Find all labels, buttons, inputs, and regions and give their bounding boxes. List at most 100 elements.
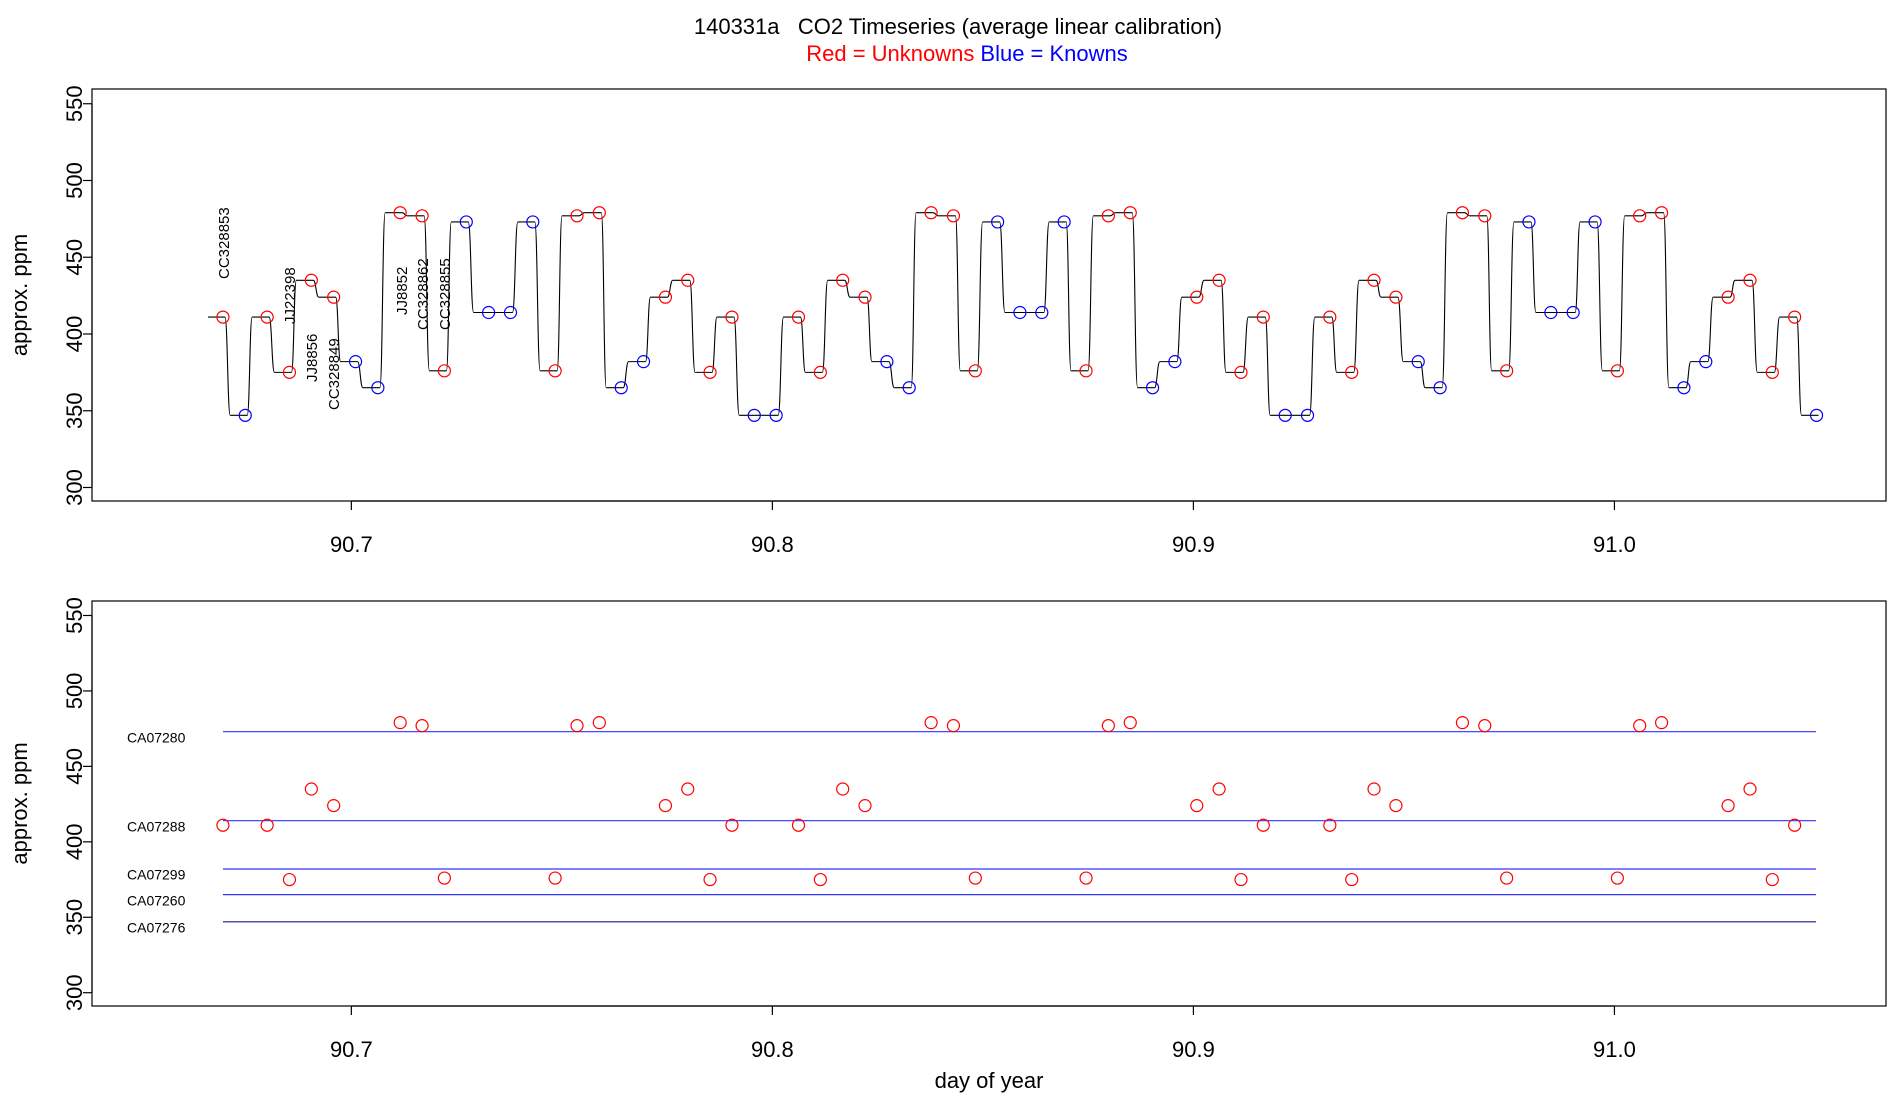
data-point bbox=[327, 290, 341, 304]
data-point bbox=[503, 305, 518, 320]
data-point bbox=[1544, 305, 1558, 320]
trace-segment bbox=[1690, 296, 1714, 363]
data-point bbox=[1654, 206, 1669, 220]
data-point bbox=[548, 871, 562, 885]
data-point bbox=[1478, 719, 1492, 733]
trace-segment bbox=[562, 212, 585, 217]
annotation: JJ8852 bbox=[394, 267, 411, 315]
data-point bbox=[703, 365, 717, 379]
data-point bbox=[1367, 782, 1381, 796]
data-point bbox=[836, 273, 850, 287]
trace-segment bbox=[495, 221, 519, 314]
data-point bbox=[1168, 355, 1182, 369]
data-point bbox=[1809, 408, 1824, 422]
data-point bbox=[1411, 355, 1425, 369]
trace-segment bbox=[1049, 221, 1072, 372]
trace-segment bbox=[1757, 316, 1781, 373]
y-tick-label: 500 bbox=[62, 673, 87, 710]
trace-segment bbox=[1403, 361, 1426, 389]
data-point bbox=[592, 206, 606, 220]
data-point bbox=[1588, 215, 1602, 229]
annotation: CC328862 bbox=[415, 258, 432, 330]
y-tick-label: 350 bbox=[62, 392, 87, 429]
plot-frame bbox=[91, 600, 1887, 1007]
data-point bbox=[415, 209, 429, 223]
data-point bbox=[681, 273, 695, 287]
trace-segment bbox=[628, 296, 651, 363]
trace-segment bbox=[1115, 212, 1139, 389]
y-tick-label: 400 bbox=[62, 316, 87, 353]
y-tick-label: 450 bbox=[62, 239, 87, 276]
trace-segment bbox=[1646, 212, 1670, 389]
chart-title: 140331a CO2 Timeseries (average linear c… bbox=[694, 14, 1222, 39]
trace-segment bbox=[451, 221, 475, 314]
trace-segment bbox=[540, 215, 563, 372]
data-point bbox=[437, 364, 452, 378]
data-point bbox=[725, 310, 739, 324]
trace-segment bbox=[1558, 221, 1581, 314]
data-point bbox=[1145, 381, 1160, 395]
annotation: CC328849 bbox=[326, 338, 343, 410]
data-point bbox=[371, 381, 385, 395]
trace-segment bbox=[695, 316, 718, 373]
data-point bbox=[681, 782, 695, 796]
x-tick-label: 90.7 bbox=[330, 1037, 373, 1062]
data-point bbox=[260, 818, 274, 832]
data-point bbox=[526, 215, 540, 229]
x-tick-label: 90.8 bbox=[751, 1037, 794, 1062]
data-point bbox=[1721, 290, 1735, 304]
trace-segment bbox=[1779, 316, 1803, 416]
trace-segment bbox=[407, 215, 430, 372]
trace-segment bbox=[1336, 279, 1360, 373]
trace-segment bbox=[385, 212, 408, 217]
legend-entry: Red = Unknowns bbox=[806, 41, 974, 66]
data-point bbox=[570, 719, 584, 733]
x-axis-label: day of year bbox=[935, 1068, 1044, 1093]
data-point bbox=[636, 355, 651, 369]
reference-label: CA07260 bbox=[127, 892, 186, 908]
reference-label: CA07276 bbox=[127, 920, 186, 936]
data-point bbox=[902, 381, 916, 395]
trace-segment bbox=[982, 221, 1006, 314]
y-tick-label: 500 bbox=[62, 162, 87, 199]
x-tick-label: 90.7 bbox=[330, 532, 373, 557]
x-tick-label: 90.8 bbox=[751, 532, 794, 557]
trace-segment bbox=[1159, 296, 1183, 363]
data-point bbox=[968, 364, 982, 378]
trace-segment bbox=[296, 279, 320, 298]
y-tick-label: 550 bbox=[62, 597, 87, 634]
trace-segment bbox=[274, 279, 297, 373]
data-point bbox=[1234, 872, 1248, 887]
data-point bbox=[924, 716, 938, 730]
data-point bbox=[393, 716, 407, 730]
trace-segment bbox=[1292, 316, 1316, 416]
trace-segment bbox=[871, 361, 895, 389]
trace-segment bbox=[1513, 221, 1537, 314]
trace-segment bbox=[1380, 296, 1404, 363]
data-point bbox=[1256, 310, 1270, 324]
data-point bbox=[836, 782, 850, 796]
data-point bbox=[304, 782, 318, 796]
data-point bbox=[946, 209, 961, 223]
data-point bbox=[1610, 871, 1624, 885]
data-point bbox=[216, 818, 230, 832]
trace-segment bbox=[1668, 361, 1692, 389]
annotation: JJ22398 bbox=[282, 267, 299, 324]
data-point bbox=[1212, 782, 1226, 796]
data-point bbox=[1765, 365, 1779, 379]
trace-segment bbox=[340, 361, 364, 389]
trace-segment bbox=[207, 316, 231, 416]
trace-segment bbox=[318, 296, 342, 363]
data-point bbox=[1278, 408, 1292, 422]
data-point bbox=[1788, 818, 1802, 832]
data-point bbox=[968, 871, 982, 885]
data-point bbox=[858, 799, 872, 813]
data-point bbox=[1123, 716, 1137, 730]
data-point bbox=[1123, 206, 1137, 220]
x-tick-label: 90.9 bbox=[1172, 532, 1215, 557]
data-point bbox=[260, 310, 274, 324]
data-point bbox=[282, 872, 297, 887]
data-point bbox=[348, 355, 363, 369]
trace-segment bbox=[230, 316, 253, 416]
data-point bbox=[1079, 871, 1093, 885]
